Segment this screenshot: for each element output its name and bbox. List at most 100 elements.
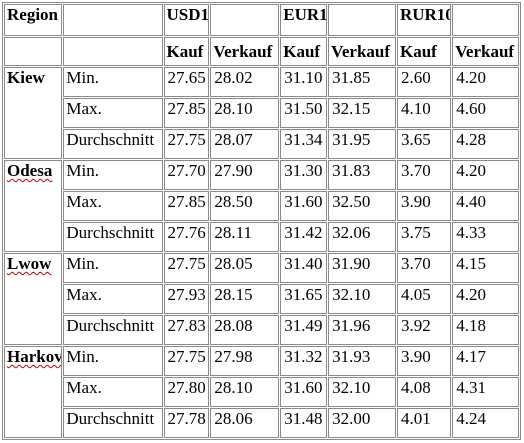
rate-value-cell: 4.15 <box>452 253 519 283</box>
empty-header-cell <box>63 37 163 66</box>
sell-header-eur1: Verkauf <box>328 37 396 66</box>
rate-value-cell: 32.00 <box>328 408 396 438</box>
rate-value-cell: 28.11 <box>210 222 280 252</box>
rate-value-cell: 31.30 <box>280 160 328 190</box>
table-row: Durchschnitt 27.76 28.11 31.42 32.06 3.75 4.33 <box>4 222 519 252</box>
region-column-header: Region <box>4 4 63 36</box>
rate-value-cell: 4.33 <box>452 222 519 252</box>
empty-header-cell <box>4 37 63 66</box>
rate-value-cell: 31.10 <box>280 67 328 97</box>
rate-value-cell: 28.07 <box>210 129 280 159</box>
rate-value-cell: 4.20 <box>452 160 519 190</box>
table-row: Durchschnitt 27.83 28.08 31.49 31.96 3.92 4.18 <box>4 315 519 345</box>
region-name: Odesa <box>7 161 53 180</box>
rate-value-cell: 28.10 <box>210 98 280 128</box>
rate-value-cell: 32.15 <box>328 98 396 128</box>
rate-value-cell: 32.06 <box>328 222 396 252</box>
stat-label: Max. <box>63 284 163 314</box>
table-row: Max. 27.85 28.50 31.60 32.50 3.90 4.40 <box>4 191 519 221</box>
region-name: Kiew <box>7 68 45 87</box>
rate-value-cell: 31.40 <box>280 253 328 283</box>
rate-value-cell: 4.20 <box>452 284 519 314</box>
rate-value-cell: 27.98 <box>210 346 280 376</box>
rate-value-cell: 27.70 <box>163 160 210 190</box>
stat-label: Max. <box>63 191 163 221</box>
stat-label: Max. <box>63 98 163 128</box>
rate-value-cell: 27.75 <box>163 253 210 283</box>
rate-value-cell: 31.49 <box>280 315 328 345</box>
rate-value-cell: 3.90 <box>396 191 452 221</box>
buy-sell-header-row: Kauf Verkauf Kauf Verkauf Kauf Verkauf <box>4 37 519 66</box>
region-name: Lwow <box>7 254 52 273</box>
rate-value-cell: 31.50 <box>280 98 328 128</box>
rate-value-cell: 4.01 <box>396 408 452 438</box>
rate-value-cell: 31.60 <box>280 377 328 407</box>
rate-value-cell: 31.48 <box>280 408 328 438</box>
rate-value-cell: 31.32 <box>280 346 328 376</box>
rate-value-cell: 31.42 <box>280 222 328 252</box>
rate-value-cell: 4.05 <box>396 284 452 314</box>
table-row: Durchschnitt 27.75 28.07 31.34 31.95 3.65 4.28 <box>4 129 519 159</box>
rate-value-cell: 28.50 <box>210 191 280 221</box>
rate-value-cell: 32.50 <box>328 191 396 221</box>
rate-value-cell: 27.90 <box>210 160 280 190</box>
exchange-rate-table: Region USD1 EUR1 RUR10 Kauf Verkauf Kauf… <box>2 2 521 440</box>
table-body: Region USD1 EUR1 RUR10 Kauf Verkauf Kauf… <box>4 4 519 438</box>
region-name-cell: Harkov <box>4 346 63 438</box>
rate-value-cell: 27.75 <box>163 129 210 159</box>
rate-value-cell: 28.02 <box>210 67 280 97</box>
currency-header-usd1: USD1 <box>163 4 210 36</box>
rate-value-cell: 28.15 <box>210 284 280 314</box>
rate-value-cell: 31.83 <box>328 160 396 190</box>
rate-value-cell: 27.76 <box>163 222 210 252</box>
table-row: Kiew Min. 27.65 28.02 31.10 31.85 2.60 4.20 <box>4 67 519 159</box>
stat-label: Max. <box>63 377 163 407</box>
rate-value-cell: 31.34 <box>280 129 328 159</box>
stat-label: Durchschnitt <box>63 129 163 159</box>
stat-label: Durchschnitt <box>63 408 163 438</box>
table-row: Lwow Min. 27.75 28.05 31.40 31.90 3.70 4.15 <box>4 253 519 345</box>
currency-header-eur1-span <box>328 4 396 36</box>
rate-value-cell: 4.10 <box>396 98 452 128</box>
rate-value-cell: 28.08 <box>210 315 280 345</box>
rate-value-cell: 28.06 <box>210 408 280 438</box>
rate-value-cell: 27.85 <box>163 191 210 221</box>
rate-value-cell: 28.10 <box>210 377 280 407</box>
rate-value-cell: 27.83 <box>163 315 210 345</box>
rate-value-cell: 3.92 <box>396 315 452 345</box>
rate-value-cell: 4.17 <box>452 346 519 376</box>
rate-value-cell: 2.60 <box>396 67 452 97</box>
currency-header-rur10-span <box>452 4 519 36</box>
table-row: Odesa Min. 27.70 27.90 31.30 31.83 3.70 4.20 <box>4 160 519 252</box>
rate-value-cell: 3.70 <box>396 160 452 190</box>
rate-value-cell: 3.70 <box>396 253 452 283</box>
rate-value-cell: 31.85 <box>328 67 396 97</box>
rate-value-cell: 31.95 <box>328 129 396 159</box>
buy-header-eur1: Kauf <box>280 37 328 66</box>
table-row: Max. 27.80 28.10 31.60 32.10 4.08 4.31 <box>4 377 519 407</box>
rate-value-cell: 31.60 <box>280 191 328 221</box>
region-name-cell: Odesa <box>4 160 63 252</box>
rate-value-cell: 4.24 <box>452 408 519 438</box>
table-row: Durchschnitt 27.78 28.06 31.48 32.00 4.01 4.24 <box>4 408 519 438</box>
rate-value-cell: 4.18 <box>452 315 519 345</box>
rate-value-cell: 31.90 <box>328 253 396 283</box>
rate-value-cell: 27.78 <box>163 408 210 438</box>
stat-column-header <box>63 4 163 36</box>
table-row: Max. 27.93 28.15 31.65 32.10 4.05 4.20 <box>4 284 519 314</box>
rate-value-cell: 31.96 <box>328 315 396 345</box>
sell-header-usd1: Verkauf <box>210 37 280 66</box>
rate-value-cell: 27.80 <box>163 377 210 407</box>
stat-label: Min. <box>63 160 163 190</box>
rate-value-cell: 31.65 <box>280 284 328 314</box>
rate-value-cell: 27.75 <box>163 346 210 376</box>
region-name-cell: Lwow <box>4 253 63 345</box>
rate-value-cell: 27.65 <box>163 67 210 97</box>
exchange-rate-table-wrapper: Region USD1 EUR1 RUR10 Kauf Verkauf Kauf… <box>2 2 521 440</box>
rate-value-cell: 4.60 <box>452 98 519 128</box>
currency-header-eur1: EUR1 <box>280 4 328 36</box>
currency-header-rur10: RUR10 <box>396 4 452 36</box>
rate-value-cell: 4.28 <box>452 129 519 159</box>
rate-value-cell: 4.08 <box>396 377 452 407</box>
rate-value-cell: 32.10 <box>328 377 396 407</box>
